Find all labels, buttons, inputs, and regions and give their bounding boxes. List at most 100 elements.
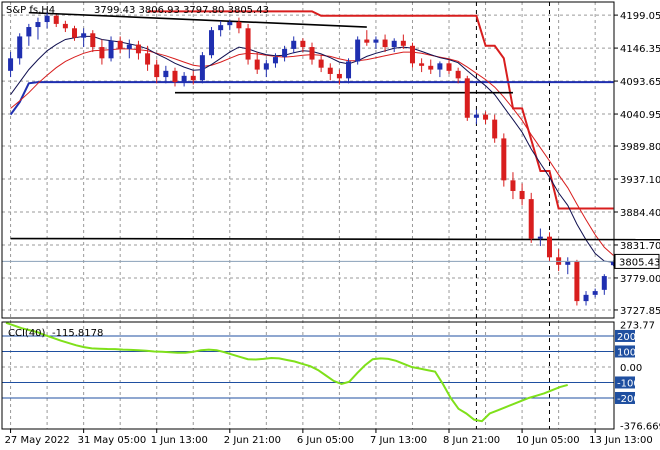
x-axis-label-4: 6 Jun 05:00 [297, 435, 354, 446]
candle-body-46 [428, 65, 434, 70]
candle-43 [400, 34, 406, 49]
price-tick-label-9: 3727.85 [620, 306, 660, 317]
candle-5 [53, 14, 59, 28]
lower-channel-line [9, 81, 614, 116]
cci-tick-label-3: 0.00 [620, 363, 642, 374]
candle-11 [108, 36, 114, 62]
candle-body-47 [437, 63, 443, 70]
candle-body-63 [583, 294, 589, 302]
candle-44 [409, 42, 415, 68]
candle-41 [382, 34, 388, 53]
header-ohlc: 3799.43 3806.93 3797.80 3805.43 [94, 5, 269, 16]
trendline-0 [28, 11, 367, 28]
x-axis-label-0: 27 May 2022 [5, 435, 70, 446]
candle-50 [464, 75, 470, 121]
candle-7 [72, 25, 78, 41]
candle-23 [218, 20, 224, 37]
x-axis-label-3: 2 Jun 21:00 [224, 435, 281, 446]
candle-body-35 [327, 67, 333, 74]
candle-body-12 [117, 40, 123, 49]
candle-body-23 [218, 25, 224, 31]
candle-38 [355, 36, 361, 65]
candle-body-6 [62, 23, 68, 29]
candle-25 [236, 17, 242, 34]
candle-45 [419, 58, 425, 73]
x-axis-label-7: 10 Jun 05:00 [516, 435, 580, 446]
candle-9 [90, 30, 96, 53]
candle-19 [181, 72, 187, 87]
candle-54 [501, 133, 507, 187]
candle-body-18 [172, 70, 178, 83]
candle-65 [601, 274, 607, 295]
candle-body-19 [181, 75, 187, 83]
candle-12 [117, 36, 123, 54]
candle-body-24 [227, 22, 233, 26]
candle-18 [172, 67, 178, 87]
candle-body-57 [528, 199, 534, 239]
candle-body-13 [126, 44, 132, 49]
candle-body-17 [163, 70, 169, 78]
candle-46 [428, 59, 434, 74]
cci-tick-label-2: 100 [617, 347, 636, 358]
cci-level-badge-4 [615, 376, 635, 389]
candle-body-3 [35, 22, 41, 28]
candle-body-58 [537, 236, 543, 239]
candle-body-41 [382, 39, 388, 48]
candle-body-38 [355, 39, 361, 62]
price-tick-label-6: 3884.40 [620, 208, 660, 219]
price-tick-label-1: 4146.35 [620, 44, 660, 55]
cci-pane-border [1, 321, 615, 430]
cci-label: CCI(40) [8, 328, 46, 339]
candle-10 [99, 39, 105, 65]
price-tick-label-5: 3937.10 [620, 175, 660, 186]
candle-body-53 [492, 119, 498, 139]
candle-body-10 [99, 47, 105, 59]
candle-57 [528, 192, 534, 243]
candle-body-20 [190, 75, 196, 81]
trendline-2 [10, 237, 660, 241]
candle-body-42 [391, 40, 397, 48]
candle-32 [300, 38, 306, 53]
candle-body-54 [501, 138, 507, 181]
candle-body-50 [464, 78, 470, 118]
candle-body-9 [90, 33, 96, 48]
price-pane [2, 10, 660, 306]
price-tick-label-3: 4040.95 [620, 110, 660, 121]
cci-current-value: -115.8178 [52, 328, 103, 339]
candle-49 [455, 67, 461, 84]
candle-4 [44, 11, 50, 29]
candle-body-5 [53, 15, 59, 24]
candle-13 [126, 39, 132, 59]
candle-47 [437, 61, 443, 78]
cci-level-badge-5 [615, 391, 635, 404]
candle-body-61 [565, 261, 571, 265]
candle-58 [537, 228, 543, 247]
candle-21 [199, 52, 205, 84]
candle-body-44 [409, 45, 415, 64]
candle-body-29 [272, 57, 278, 64]
candle-body-1 [17, 36, 23, 59]
candle-body-39 [364, 39, 370, 43]
candle-62 [574, 259, 580, 306]
price-tick-label-2: 4093.65 [620, 77, 660, 88]
cci-tick-label-1: 200 [617, 332, 636, 343]
candle-20 [190, 70, 196, 85]
candle-33 [309, 42, 315, 65]
candle-26 [245, 23, 251, 65]
cci-level-badge-2 [615, 345, 635, 358]
x-axis-label-2: 1 Jun 13:00 [151, 435, 208, 446]
current-price-label: 3805.43 [619, 257, 660, 268]
header-symbol: S&P fs,H4 [6, 5, 55, 16]
candle-body-48 [446, 63, 452, 71]
candle-27 [254, 52, 260, 74]
candle-56 [519, 183, 525, 206]
candle-55 [510, 172, 516, 200]
candle-body-43 [400, 40, 406, 46]
candle-body-28 [263, 63, 269, 70]
candle-body-56 [519, 190, 525, 200]
candle-35 [327, 63, 333, 81]
candle-body-21 [199, 55, 205, 81]
cci-tick-label-5: -200 [617, 394, 640, 405]
candle-body-32 [300, 40, 306, 48]
candle-body-25 [236, 22, 242, 29]
